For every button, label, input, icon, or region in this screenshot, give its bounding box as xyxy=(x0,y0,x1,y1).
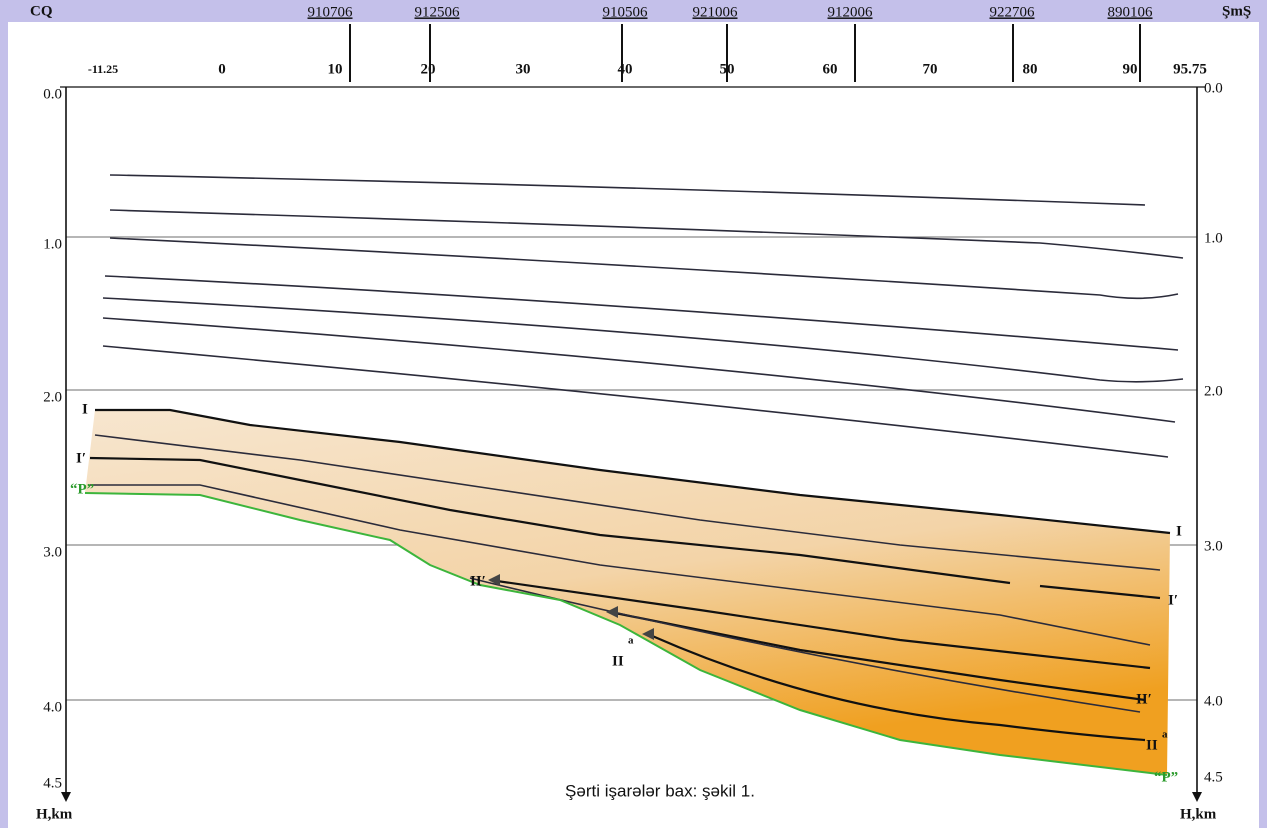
horizon-label: II xyxy=(612,653,624,669)
well-label: 910506 xyxy=(603,4,649,20)
well-label: 922706 xyxy=(990,4,1036,20)
well-label: 890106 xyxy=(1108,4,1154,20)
depth-tick-label: 1.0 xyxy=(1204,230,1223,246)
well-label: 910706 xyxy=(308,4,354,20)
depth-tick-label: 0.0 xyxy=(1204,80,1223,96)
horizon-label-sup: a xyxy=(628,635,634,647)
depth-tick-label: 2.0 xyxy=(43,389,62,405)
horizon-label: Iʹ xyxy=(76,450,86,466)
x-tick-label: 10 xyxy=(328,61,343,77)
x-tick-label: 40 xyxy=(618,61,633,77)
horizon-label: IIʹ xyxy=(1136,691,1152,707)
legend-note: Şərti işarələr bax: şəkil 1. xyxy=(565,781,755,800)
left-header: CQ xyxy=(30,3,53,19)
horizon-label: IIʹ xyxy=(470,573,486,589)
horizon-label: “P” xyxy=(1154,769,1178,785)
depth-tick-label: 4.0 xyxy=(43,699,62,715)
horizon-label: I xyxy=(1176,523,1182,539)
x-tick-label: 70 xyxy=(923,61,938,77)
horizon-label: Iʹ xyxy=(1168,592,1178,608)
horizon-label: I xyxy=(82,401,88,417)
x-tick-label: 20 xyxy=(421,61,436,77)
section-diagram: CQ ŞmŞ 910706 912506 910506 921006 912006 922… xyxy=(0,0,1267,828)
well-label: 921006 xyxy=(693,4,739,20)
depth-tick-label: 0.0 xyxy=(43,86,62,102)
x-tick-label: 80 xyxy=(1023,61,1038,77)
depth-tick-label: 4.5 xyxy=(43,775,62,791)
horizon-label: II xyxy=(1146,737,1158,753)
horizon-label-sup: a xyxy=(1162,729,1168,741)
depth-tick-label: 3.0 xyxy=(1204,538,1223,554)
depth-label-right: H,km xyxy=(1180,806,1217,822)
x-tick-label: -11.25 xyxy=(88,62,118,76)
x-tick-label: 95.75 xyxy=(1173,61,1207,77)
x-tick-label: 90 xyxy=(1123,61,1138,77)
horizon-label: “P” xyxy=(70,481,94,497)
well-label: 912506 xyxy=(415,4,461,20)
x-tick-label: 0 xyxy=(218,61,226,77)
depth-tick-label: 2.0 xyxy=(1204,383,1223,399)
x-tick-label: 60 xyxy=(823,61,838,77)
depth-label-left: H,km xyxy=(36,806,73,822)
depth-tick-label: 4.0 xyxy=(1204,693,1223,709)
x-tick-label: 50 xyxy=(720,61,735,77)
x-tick-label: 30 xyxy=(516,61,531,77)
well-label: 912006 xyxy=(828,4,874,20)
depth-tick-label: 1.0 xyxy=(43,236,62,252)
depth-tick-label: 3.0 xyxy=(43,544,62,560)
right-header: ŞmŞ xyxy=(1222,3,1251,19)
depth-tick-label: 4.5 xyxy=(1204,769,1223,785)
